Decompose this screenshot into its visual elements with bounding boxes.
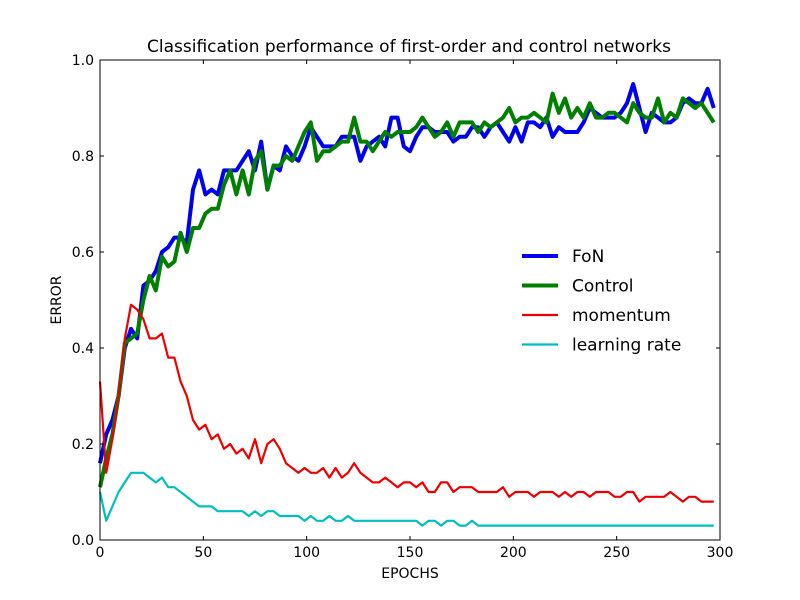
legend-label-fon: FoN xyxy=(572,247,604,267)
x-tick-label: 300 xyxy=(707,545,734,561)
series-layer xyxy=(98,82,716,527)
y-axis-label: ERROR xyxy=(49,275,65,324)
series-line-fon xyxy=(98,82,716,464)
series-line-learning-rate xyxy=(98,471,714,527)
y-tick-label: 0.8 xyxy=(72,149,94,165)
y-tick-label: 0.0 xyxy=(72,533,94,549)
legend: FoN Control momentum learning rate xyxy=(522,247,681,356)
legend-label-momentum: momentum xyxy=(572,306,671,326)
tick-layer: 0 50 100 150 200 250 300 0.0 0.2 0.4 0.6 0.8 1.0 xyxy=(72,53,734,561)
y-tick-label: 0.6 xyxy=(72,245,94,261)
x-tick-label: 0 xyxy=(96,545,105,561)
series-line-control xyxy=(98,91,716,488)
plot-background xyxy=(100,60,720,540)
y-tick-label: 0.4 xyxy=(72,341,94,357)
x-tick-label: 100 xyxy=(293,545,320,561)
x-tick-label: 200 xyxy=(500,545,527,561)
x-tick-label: 150 xyxy=(397,545,424,561)
y-tick-label: 1.0 xyxy=(72,53,94,69)
legend-label-learning-rate: learning rate xyxy=(572,336,681,356)
y-tick-label: 0.2 xyxy=(72,437,94,453)
legend-label-control: Control xyxy=(572,277,633,297)
x-tick-label: 50 xyxy=(194,545,212,561)
plot-area: 0 50 100 150 200 250 300 0.0 0.2 0.4 0.6 0.8 1.0 xyxy=(72,53,734,561)
x-tick-label: 250 xyxy=(603,545,630,561)
chart-title: Classification performance of first-orde… xyxy=(147,37,671,57)
x-axis-label: EPOCHS xyxy=(381,566,439,582)
series-line-momentum xyxy=(98,303,714,503)
